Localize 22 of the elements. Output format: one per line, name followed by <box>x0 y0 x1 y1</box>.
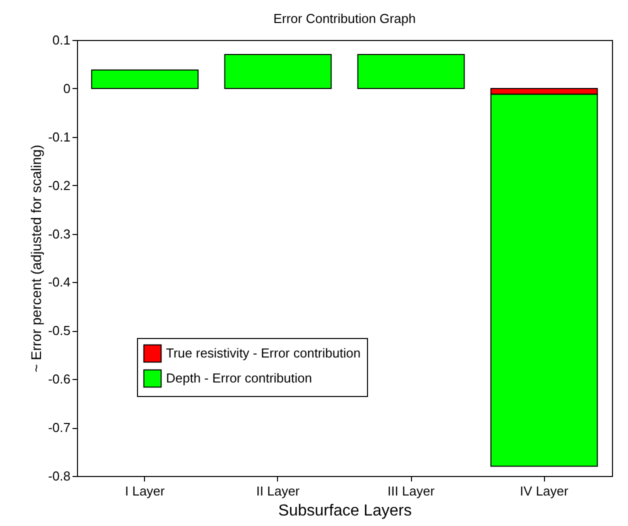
bar <box>91 70 199 89</box>
bar <box>224 54 332 89</box>
x-tick-label: II Layer <box>256 484 300 498</box>
legend-label: Depth - Error contribution <box>166 370 312 386</box>
chart-title: Error Contribution Graph <box>273 11 416 26</box>
x-tick-label: I Layer <box>125 484 166 498</box>
x-tick-label: III Layer <box>388 484 436 498</box>
y-tick-label: 0.1 <box>52 32 70 48</box>
bar <box>357 54 465 89</box>
y-tick-label: -0.2 <box>48 178 70 193</box>
x-tick-label: IV Layer <box>520 484 569 498</box>
y-tick-label: -0.5 <box>48 323 70 338</box>
y-axis-title: ~ Error percent (adjusted for scaling) <box>28 144 44 372</box>
y-tick-label: -0.3 <box>48 226 70 242</box>
y-tick-label: -0.7 <box>48 420 70 436</box>
y-tick-label: -0.4 <box>48 274 70 290</box>
y-tick-label: -0.6 <box>48 372 70 387</box>
y-tick-label: -0.1 <box>48 129 70 144</box>
x-axis-title: Subsurface Layers <box>278 502 412 520</box>
y-tick-label: 0 <box>63 80 70 96</box>
legend-label: True resistivity - Error contribution <box>166 346 361 360</box>
y-tick-label: -0.8 <box>48 468 70 484</box>
